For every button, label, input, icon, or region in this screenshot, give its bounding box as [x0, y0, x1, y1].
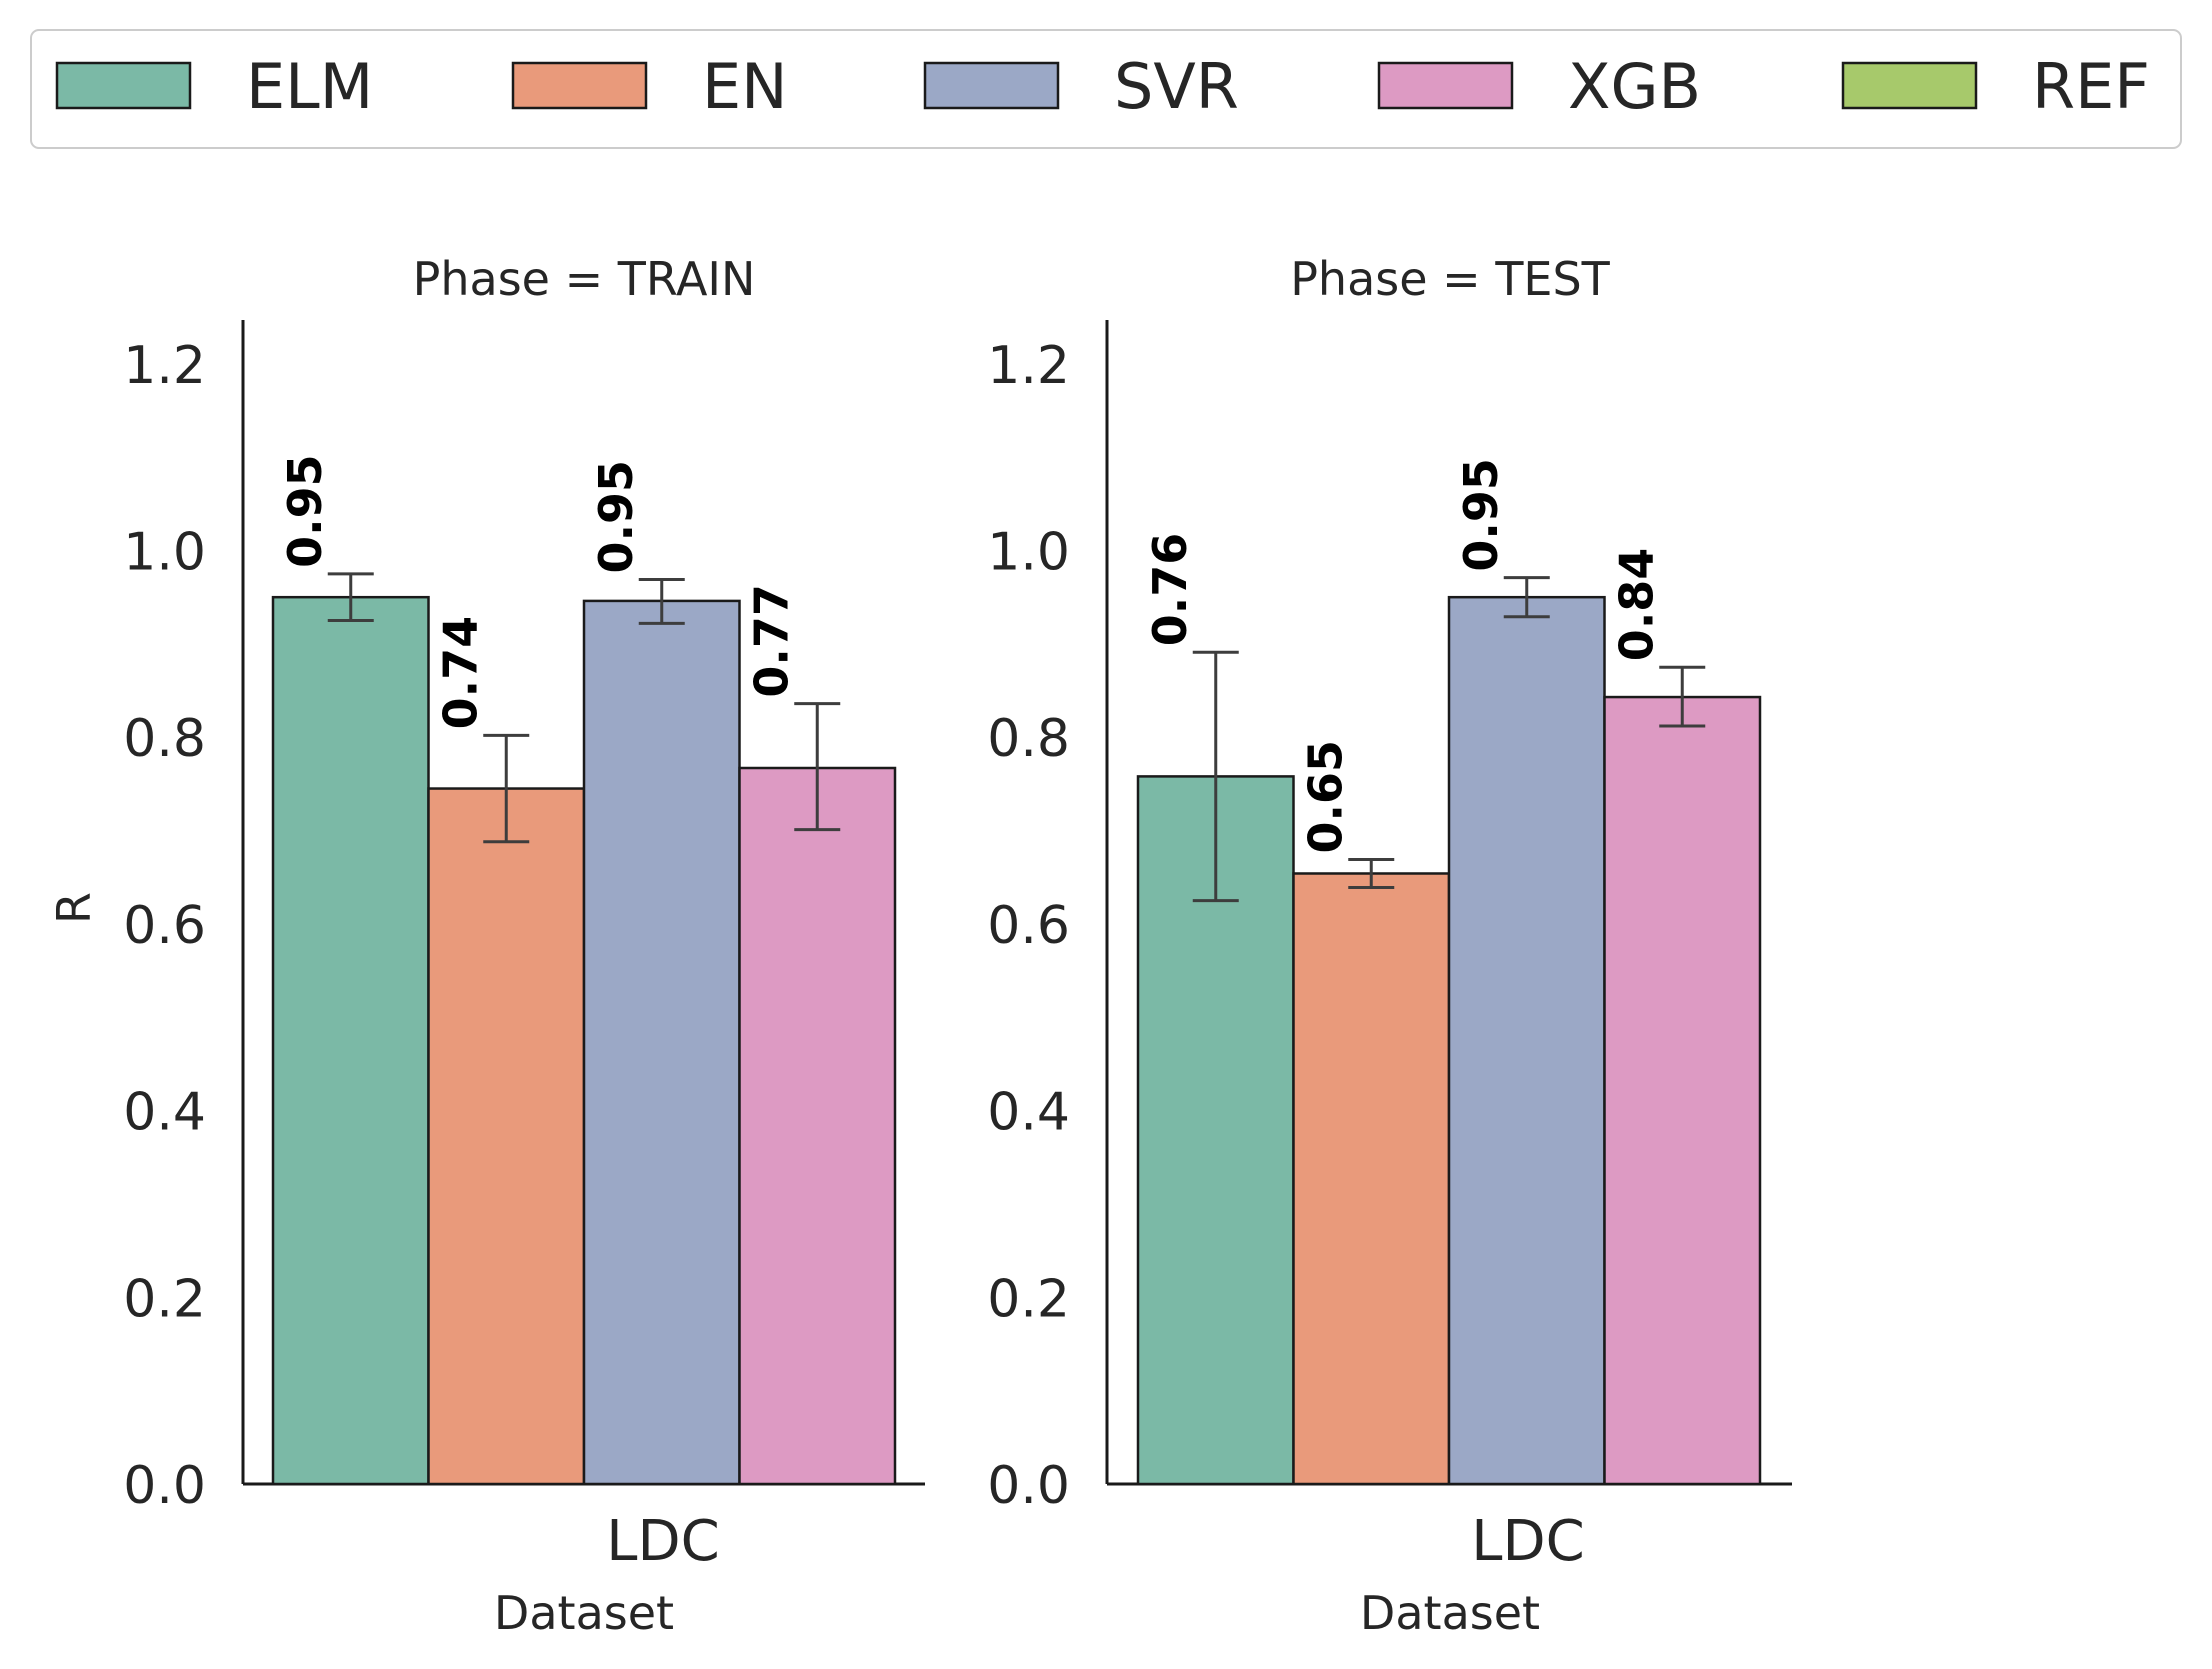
- y-tick-label: 0.2: [987, 1269, 1070, 1329]
- y-tick-label: 1.0: [987, 523, 1070, 583]
- bar-svr: [582, 599, 741, 1486]
- x-axis-title: Dataset: [494, 1586, 674, 1640]
- bar-xgb: [1603, 695, 1762, 1486]
- legend: ELM EN SVR XGB REF: [30, 29, 2182, 149]
- legend-label-elm: ELM: [246, 50, 373, 123]
- legend-swatch-elm: [55, 61, 192, 110]
- y-tick-label: 0.6: [123, 896, 206, 956]
- legend-swatch-en: [511, 61, 648, 110]
- y-tick-label: 1.2: [987, 336, 1070, 396]
- panel-title: Phase = TEST: [1290, 252, 1610, 306]
- legend-label-xgb: XGB: [1568, 50, 1701, 123]
- y-tick-label: 0.0: [123, 1456, 206, 1516]
- bar-elm: [271, 595, 430, 1486]
- y-tick-label: 0.0: [987, 1456, 1070, 1516]
- y-tick-label: 1.2: [123, 336, 206, 396]
- legend-swatch-svr: [923, 61, 1060, 110]
- y-tick-label: 0.6: [987, 896, 1070, 956]
- y-tick-label: 1.0: [123, 523, 206, 583]
- legend-swatch-xgb: [1377, 61, 1514, 110]
- x-axis-title: Dataset: [1360, 1586, 1540, 1640]
- data-label-svr: 0.95: [589, 460, 643, 574]
- y-tick-label: 0.8: [987, 709, 1070, 769]
- panel-phase-train: Phase = TRAIN 0.0 0.2 0.4 0.6 0.8 1.0 1.2 0.95 0.…: [47, 252, 925, 1640]
- x-tick-label: LDC: [1471, 1509, 1584, 1574]
- data-label-en: 0.65: [1299, 740, 1353, 854]
- bar-en: [427, 787, 586, 1486]
- y-tick-label: 0.2: [123, 1269, 206, 1329]
- legend-label-ref: REF: [2032, 50, 2150, 123]
- x-tick-label: LDC: [606, 1509, 719, 1574]
- data-label-xgb: 0.77: [745, 584, 799, 698]
- data-label-xgb: 0.84: [1610, 548, 1664, 662]
- y-axis-title: R: [47, 892, 101, 924]
- legend-swatch-ref: [1841, 61, 1978, 110]
- bar-xgb: [738, 766, 897, 1486]
- legend-frame: [30, 29, 2182, 149]
- data-label-svr: 0.95: [1454, 458, 1508, 572]
- data-label-elm: 0.95: [278, 454, 332, 568]
- y-tick-label: 0.8: [123, 709, 206, 769]
- legend-label-en: EN: [702, 50, 788, 123]
- data-label-elm: 0.76: [1143, 533, 1197, 647]
- data-label-en: 0.74: [434, 616, 488, 730]
- panel-title: Phase = TRAIN: [413, 252, 756, 306]
- chart-panels: Phase = TRAIN 0.0 0.2 0.4 0.6 0.8 1.0 1.2 0.95 0.…: [47, 252, 1792, 1640]
- panel-phase-test: Phase = TEST 0.0 0.2 0.4 0.6 0.8 1.0 1.2 0.76 0.6…: [987, 252, 1792, 1640]
- bar-svr: [1447, 595, 1606, 1486]
- y-tick-label: 0.4: [987, 1083, 1070, 1143]
- y-tick-label: 0.4: [123, 1083, 206, 1143]
- legend-label-svr: SVR: [1114, 50, 1239, 123]
- bar-en: [1292, 872, 1451, 1486]
